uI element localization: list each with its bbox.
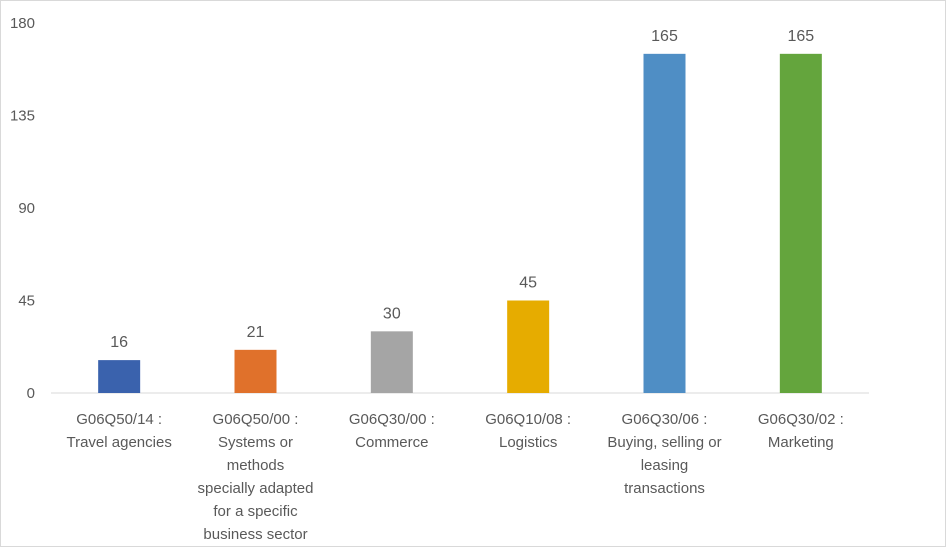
- y-tick-label: 45: [18, 293, 35, 310]
- y-tick-label: 135: [10, 108, 35, 125]
- x-tick-label: business sector: [203, 526, 307, 543]
- x-tick-label: specially adapted: [198, 480, 314, 497]
- bar: [234, 349, 277, 393]
- x-tick-label: Systems or: [218, 434, 293, 451]
- y-tick-label: 90: [18, 200, 35, 217]
- bars-group: [98, 53, 822, 393]
- y-tick-label: 0: [27, 385, 35, 402]
- x-axis-labels-group: G06Q50/14 : Travel agencies G06Q50/00 : Sys…: [66, 411, 843, 543]
- x-tick-label: G06Q10/08 :: [485, 411, 571, 428]
- bar: [779, 53, 822, 393]
- bar: [370, 331, 413, 393]
- data-label: 21: [247, 324, 265, 341]
- bar: [507, 300, 550, 393]
- x-tick-label: transactions: [624, 480, 705, 497]
- x-tick-label: G06Q50/00 :: [213, 411, 299, 428]
- x-tick-label: for a specific: [213, 503, 298, 520]
- x-tick-label: Logistics: [499, 434, 557, 451]
- x-tick-label: leasing: [641, 457, 689, 474]
- data-label: 30: [383, 305, 401, 322]
- x-tick-label: Buying, selling or: [607, 434, 721, 451]
- data-label: 165: [651, 28, 678, 45]
- x-tick-label: Commerce: [355, 434, 428, 451]
- data-label: 45: [519, 275, 537, 292]
- data-labels-group: 16 21 30 45 165 165: [110, 28, 814, 351]
- y-tick-label: 180: [10, 15, 35, 32]
- y-axis-ticks: 0 45 90 135 180: [10, 15, 35, 402]
- x-tick-label: Travel agencies: [66, 434, 171, 451]
- x-tick-label: methods: [227, 457, 285, 474]
- x-tick-label: Marketing: [768, 434, 834, 451]
- x-tick-label: G06Q30/02 :: [758, 411, 844, 428]
- x-tick-label: G06Q30/00 :: [349, 411, 435, 428]
- bar: [98, 360, 141, 393]
- data-label: 16: [110, 334, 128, 351]
- x-tick-label: G06Q30/06 :: [622, 411, 708, 428]
- bar: [643, 53, 686, 393]
- x-tick-label: G06Q50/14 :: [76, 411, 162, 428]
- data-label: 165: [787, 28, 814, 45]
